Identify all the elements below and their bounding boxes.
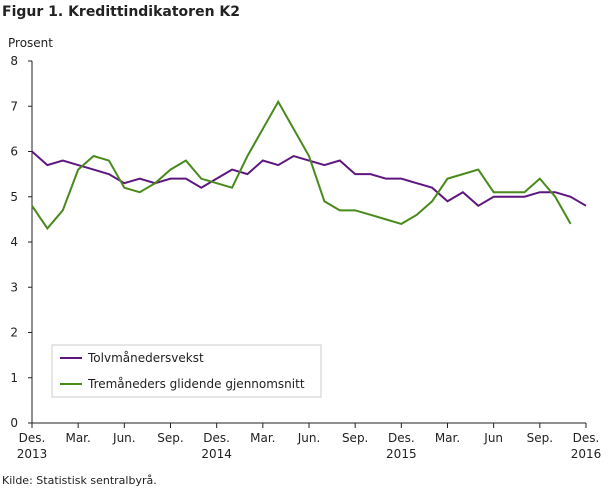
x-tick-label: Jun. <box>113 431 136 445</box>
line-series <box>31 150 587 208</box>
x-tick-label: Mar. <box>65 431 91 445</box>
y-tick-label: 8 <box>10 54 18 68</box>
x-tick-label: Jun. <box>297 431 321 445</box>
x-tick-label: Sep. <box>157 431 184 445</box>
x-tick-label: Des. 2016 <box>570 431 602 461</box>
y-tick-label: 3 <box>10 280 18 294</box>
x-tick-label: Sep. <box>341 431 369 445</box>
y-tick-label: 5 <box>10 190 18 204</box>
x-tick-label: Mar. <box>434 431 461 445</box>
y-axis-label: Prosent <box>8 36 53 50</box>
y-tick-label: 2 <box>10 326 18 340</box>
x-tick-label: Des. 2015 <box>386 431 417 461</box>
y-tick-label: 4 <box>10 235 18 249</box>
line-series <box>31 99 572 231</box>
x-tick-label: Des. 2013 <box>16 431 48 461</box>
y-tick-label: 1 <box>10 371 18 385</box>
x-tick-label: Mar. <box>250 431 276 445</box>
legend-box <box>51 344 322 398</box>
legend-label: Tremåneders glidende gjennomsnitt <box>87 377 305 391</box>
x-tick-label: Des. 2014 <box>201 431 232 461</box>
x-tick-label: Jun <box>484 431 504 445</box>
y-tick-label: 0 <box>10 416 18 430</box>
y-tick-label: 7 <box>10 99 18 113</box>
source: Kilde: Statistisk sentralbyrå. <box>2 474 157 487</box>
legend-label: Tolvmånedersvekst <box>87 351 204 365</box>
chart-title: Figur 1. Kredittindikatoren K2 <box>2 4 240 20</box>
y-tick-label: 6 <box>10 145 18 159</box>
x-tick-label: Sep. <box>526 431 554 445</box>
